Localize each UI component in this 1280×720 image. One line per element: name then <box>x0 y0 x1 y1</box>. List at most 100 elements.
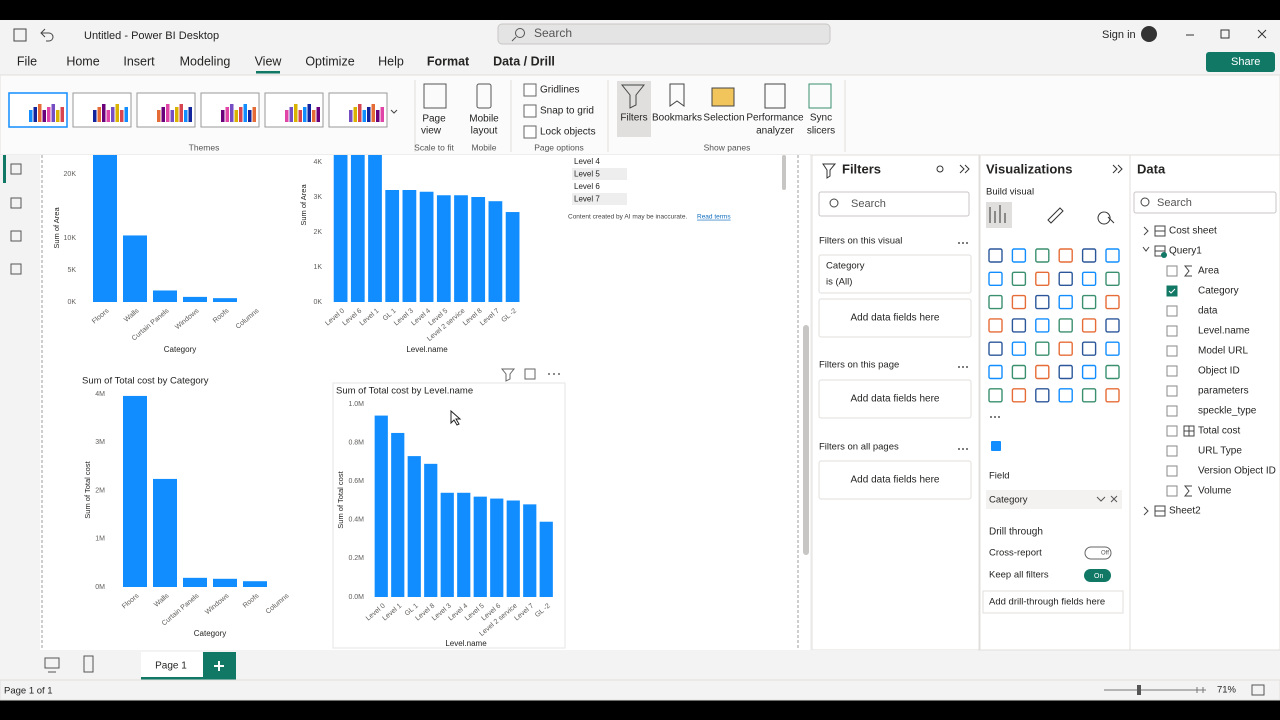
visual-type-icon[interactable] <box>1105 271 1120 286</box>
quick-access[interactable] <box>13 28 54 42</box>
visual-type-icon[interactable] <box>1011 318 1027 333</box>
visual-type-icon[interactable] <box>1081 388 1097 403</box>
field-name[interactable]: Model URL <box>1198 346 1248 357</box>
field-checkbox[interactable] <box>1166 325 1178 337</box>
field-name[interactable]: speckle_type <box>1198 406 1257 417</box>
visual-type-icon[interactable] <box>1011 294 1027 310</box>
field-name[interactable]: Area <box>1198 266 1220 277</box>
visual-type-icon[interactable] <box>1058 364 1073 380</box>
eye-icon[interactable] <box>936 165 944 173</box>
visual-type-icon[interactable] <box>1035 388 1050 403</box>
checkbox[interactable] <box>523 125 537 139</box>
visual-type-icon[interactable] <box>1035 341 1050 356</box>
field-name[interactable]: data <box>1198 306 1218 317</box>
field-checkbox[interactable] <box>1166 305 1178 317</box>
visual-type-icon[interactable] <box>1058 341 1073 356</box>
visual-type-icon[interactable] <box>1058 388 1073 403</box>
collapse[interactable] <box>959 164 970 174</box>
zoom-thumb[interactable] <box>1137 685 1141 695</box>
table-name[interactable]: Sheet2 <box>1169 506 1201 517</box>
custom-visual[interactable] <box>991 441 1001 451</box>
visual-type-icon[interactable] <box>1011 341 1027 356</box>
menu-tab[interactable]: Help <box>378 54 404 68</box>
visual-type-icon[interactable] <box>1058 248 1073 263</box>
visual-type-icon[interactable] <box>988 364 1003 380</box>
visual-header-icons[interactable] <box>500 368 536 382</box>
field-checkbox[interactable] <box>1166 425 1178 437</box>
filters-active[interactable] <box>617 81 651 137</box>
field-checkbox[interactable] <box>1166 285 1178 297</box>
visual-type-icon[interactable] <box>988 388 1003 403</box>
mobile-icon[interactable] <box>476 83 492 109</box>
visual-type-icon[interactable] <box>1081 271 1097 286</box>
visual-type-icon[interactable] <box>1058 271 1073 286</box>
visual-type-icon[interactable] <box>1105 294 1120 310</box>
visual-type-icon[interactable] <box>1035 294 1050 310</box>
link[interactable]: Read terms <box>697 214 731 221</box>
more-dots[interactable] <box>958 242 968 450</box>
table-name[interactable]: Cost sheet <box>1169 226 1217 237</box>
visual-type-icon[interactable] <box>1011 271 1027 286</box>
visual-type-icon[interactable] <box>1035 248 1050 263</box>
field-checkbox[interactable] <box>1166 345 1178 357</box>
visual-type-icon[interactable] <box>1035 318 1050 333</box>
visual-type-icon[interactable] <box>1081 364 1097 380</box>
visual-scrollbar[interactable] <box>782 155 786 190</box>
menu-tab[interactable]: Format <box>427 54 470 68</box>
menu-tab[interactable]: File <box>17 54 37 68</box>
visual-type-icon[interactable] <box>1035 364 1050 380</box>
field-checkbox[interactable] <box>1166 385 1178 397</box>
field-checkbox[interactable] <box>1166 465 1178 477</box>
zoom-slider[interactable] <box>1104 687 1206 693</box>
view-icons[interactable] <box>44 655 94 673</box>
field-checkbox[interactable] <box>1166 405 1178 417</box>
field-name[interactable]: parameters <box>1198 386 1249 397</box>
table-name[interactable]: Query1 <box>1169 246 1202 257</box>
visual-type-icon[interactable] <box>988 294 1003 310</box>
fit-page[interactable] <box>1251 684 1265 696</box>
visual-type-icon[interactable] <box>1011 388 1027 403</box>
field-name[interactable]: Object ID <box>1198 366 1240 377</box>
field-name[interactable]: Volume <box>1198 486 1232 497</box>
field-name[interactable]: Category <box>1198 286 1239 297</box>
visual-type-icon[interactable] <box>1011 364 1027 380</box>
field-well-icons[interactable] <box>1096 495 1118 503</box>
data-search[interactable] <box>1133 191 1277 214</box>
field-name[interactable]: Total cost <box>1198 426 1240 437</box>
visual-type-icon[interactable] <box>988 248 1003 263</box>
slicer-row[interactable] <box>572 168 627 180</box>
field-name[interactable]: URL Type <box>1198 446 1242 457</box>
drill-well[interactable] <box>982 590 1124 614</box>
field-name[interactable]: Level.name <box>1198 326 1250 337</box>
page-view-icon[interactable] <box>423 83 447 109</box>
field-checkbox[interactable] <box>1166 445 1178 457</box>
visual-type-icon[interactable] <box>1081 341 1097 356</box>
checkbox[interactable] <box>523 104 537 118</box>
checkbox[interactable] <box>523 83 537 97</box>
toggle-off[interactable] <box>1084 546 1112 560</box>
canvas-scrollbar[interactable] <box>803 325 809 555</box>
filter-card[interactable] <box>818 254 972 294</box>
visual-type-icon[interactable] <box>988 271 1003 286</box>
visual-type-icon[interactable] <box>1105 318 1120 333</box>
nav-icons[interactable] <box>10 163 22 275</box>
menu-tab[interactable]: View <box>255 54 283 68</box>
visual-type-icon[interactable] <box>1058 318 1073 333</box>
more-visuals[interactable] <box>990 416 1000 418</box>
visual-type-icon[interactable] <box>988 341 1003 356</box>
menu-tab[interactable]: Home <box>66 54 99 68</box>
menu-tab[interactable]: Insert <box>123 54 155 68</box>
drop-well[interactable] <box>818 298 972 338</box>
field-well[interactable] <box>986 490 1122 509</box>
visual-type-icon[interactable] <box>988 318 1003 333</box>
share-button[interactable] <box>1206 52 1275 72</box>
page-tab[interactable] <box>141 652 203 680</box>
field-checkbox[interactable] <box>1166 265 1178 277</box>
menu-tab[interactable]: Data / Drill <box>493 54 555 68</box>
visual-type-icon[interactable] <box>1105 248 1120 263</box>
visual-type-icon[interactable] <box>1105 341 1120 356</box>
drop-well[interactable] <box>818 460 972 500</box>
window-controls[interactable] <box>1186 29 1267 39</box>
visual-type-icon[interactable] <box>1058 294 1073 310</box>
visual-type-icon[interactable] <box>1105 388 1120 403</box>
